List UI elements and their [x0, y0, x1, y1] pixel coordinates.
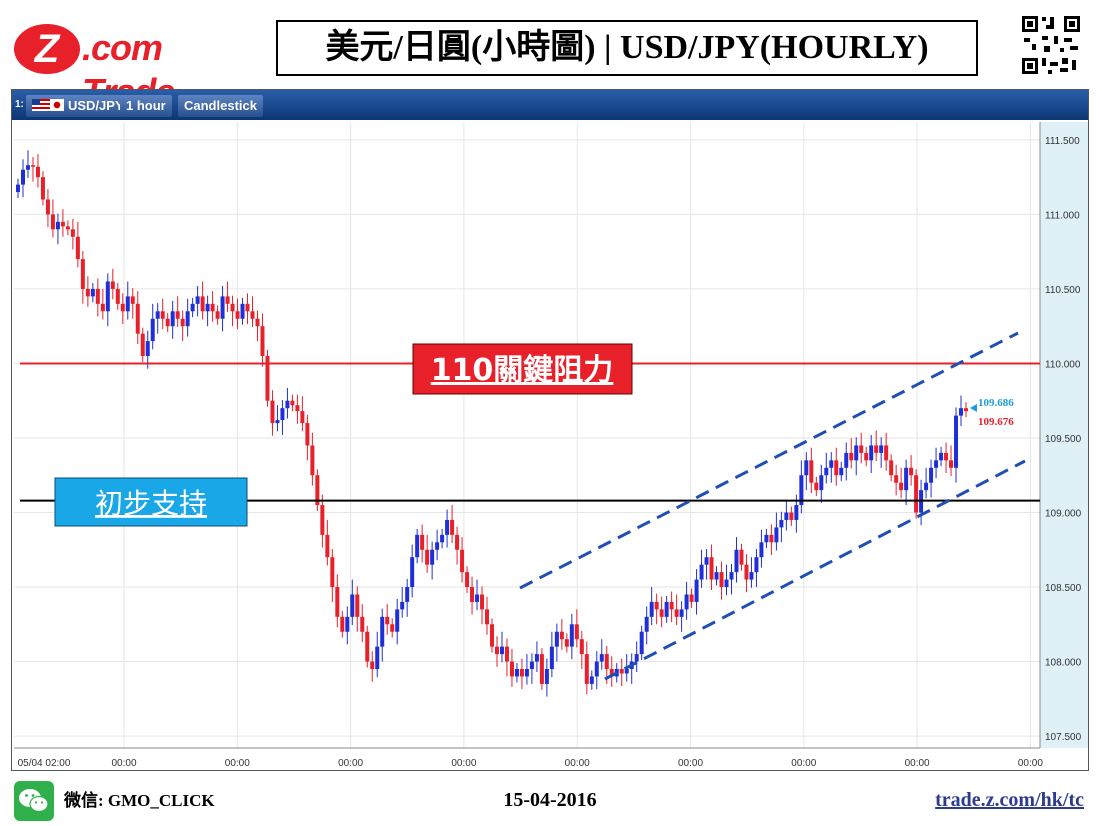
- jp-flag-icon: [50, 99, 64, 111]
- qr-code-icon: [1020, 14, 1082, 76]
- brand-logo: Z .com Trade: [14, 20, 244, 112]
- symbol-label: USD/JPY: [68, 98, 124, 113]
- symbol-button[interactable]: USD/JPY: [26, 95, 130, 117]
- wechat-icon: [14, 781, 54, 821]
- report-date: 15-04-2016: [503, 789, 597, 811]
- interval-button[interactable]: 1 hour: [120, 95, 172, 117]
- wechat-contact: 微信: GMO_CLICK: [14, 781, 215, 821]
- chart-toolbar: 1: USD/JPY 1 hour Candlestick: [12, 90, 1088, 120]
- website-link[interactable]: trade.z.com/hk/tc: [935, 789, 1084, 811]
- chart-window: 1: USD/JPY 1 hour Candlestick: [11, 89, 1089, 771]
- chart-style-button[interactable]: Candlestick: [178, 95, 263, 117]
- logo-z-mark: Z: [14, 24, 80, 74]
- us-flag-icon: [32, 99, 50, 111]
- chart-index: 1:: [15, 99, 24, 110]
- page-title: 美元/日圓(小時圖) | USD/JPY(HOURLY): [276, 20, 978, 76]
- wechat-id: 微信: GMO_CLICK: [64, 791, 215, 810]
